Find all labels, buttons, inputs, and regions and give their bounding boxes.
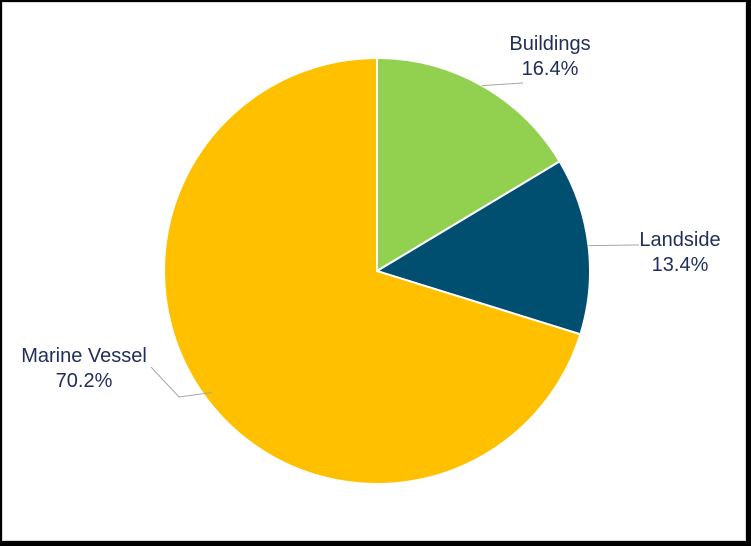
pie-slice-marine-vessel — [163, 56, 582, 485]
leader-line-marine-vessel — [150, 366, 212, 398]
pie-slice-buildings — [376, 56, 562, 273]
leader-line-buildings — [481, 82, 524, 87]
slice-label-landside: Landside — [639, 229, 720, 251]
slice-label-buildings: Buildings — [509, 33, 590, 55]
leader-lines — [150, 82, 640, 398]
slice-value-buildings: 16.4% — [522, 58, 579, 80]
pie-slices — [163, 56, 591, 485]
pie-slice-landside — [374, 160, 591, 336]
chart-area: Buildings 16.4% Landside 13.4% Marine Ve… — [2, 2, 746, 541]
slice-label-marine-vessel: Marine Vessel — [21, 345, 147, 367]
slice-value-landside: 13.4% — [652, 254, 709, 276]
pie-chart: Buildings 16.4% Landside 13.4% Marine Ve… — [21, 33, 721, 485]
leader-line-landside — [588, 244, 640, 247]
slice-value-marine-vessel: 70.2% — [56, 370, 113, 392]
